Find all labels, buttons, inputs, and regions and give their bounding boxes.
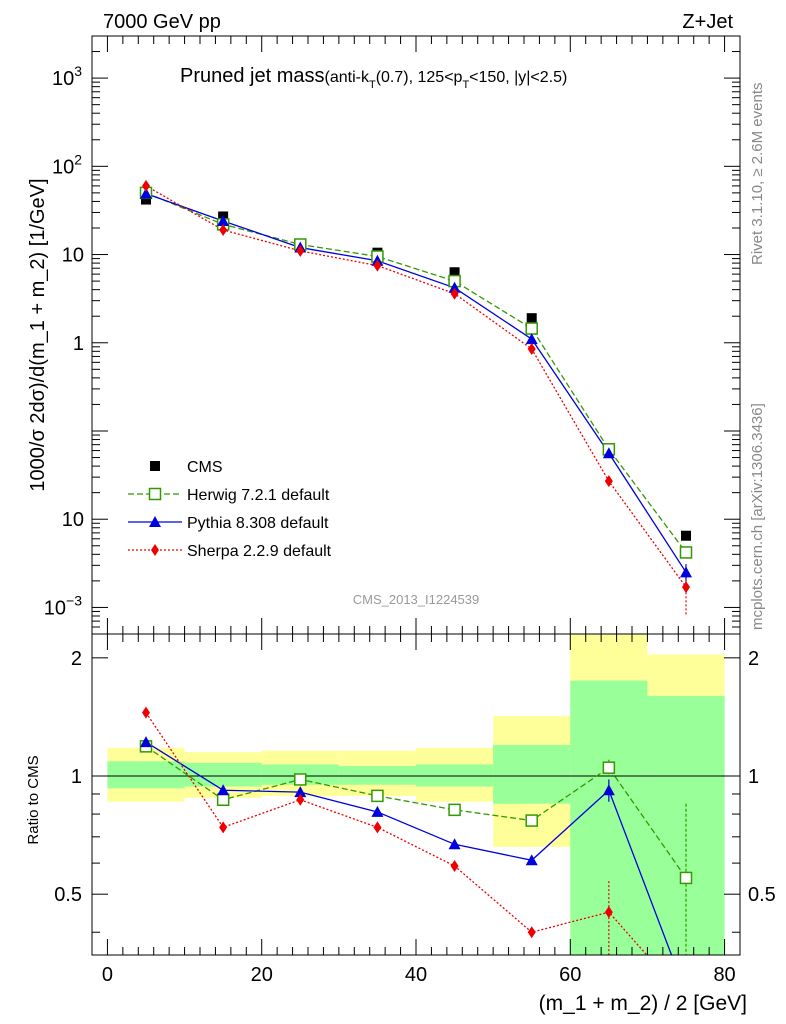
herwig-ratio-line [145,745,687,879]
pythia-ratio-line [145,741,673,955]
y-tick-label: 10 [62,509,84,531]
side-label-top: Rivet 3.1.10, ≥ 2.6M events [749,83,766,266]
sherpa-point [296,793,305,806]
uncertainty-band-inner [338,766,416,785]
sherpa-point [604,906,613,919]
side-label-bottom: mcplots.cern.ch [arXiv:1306.3436] [749,403,766,630]
pythia-line [145,193,687,573]
legend-marker-herwig [148,487,162,501]
main-plot-panel: 10−3 10 1 10 102 103 [44,35,741,635]
legend-label-sherpa: Sherpa 2.2.9 default [187,543,332,560]
uncertainty-band-inner [493,744,571,804]
y-tick-label: 102 [52,151,82,178]
legend-label-pythia: Pythia 8.308 default [187,515,329,532]
sherpa-point [373,821,382,834]
pythia-point [217,784,230,796]
cms-data-point [681,530,691,541]
chart-title-sub-5: <150, |y|<2.5) [469,69,567,86]
x-axis-label: (m_1 + m_2) / 2 [GeV] [539,992,747,1015]
legend-label-herwig: Herwig 7.2.1 default [187,487,330,504]
sherpa-point [604,475,613,488]
sherpa-point [450,859,459,872]
ratio-y-axis-label: Ratio to CMS [25,755,42,844]
herwig-point [602,761,616,774]
sherpa-line [145,185,687,588]
chart-title-main: Pruned jet mass [180,65,325,87]
legend-marker-sherpa [151,544,159,556]
ratio-y-tick-label-left: 1 [71,766,82,788]
y-tick-label: 103 [52,63,82,90]
pythia-point [140,736,152,748]
herwig-line [145,192,687,553]
sherpa-point [219,821,228,834]
ratio-y-tick-label-right: 0.5 [748,884,776,906]
pythia-point [371,805,384,817]
legend-label-cms: CMS [187,459,223,476]
pythia-point [217,214,230,226]
sherpa-point [373,259,382,272]
herwig-point [216,793,230,807]
herwig-point [525,322,538,335]
cms-data-point [526,313,537,324]
x-tick-label: 0 [102,964,113,986]
uncertainty-band-inner [107,761,185,789]
x-tick-label: 20 [251,964,273,986]
ratio-y-tick-label-right: 1 [748,766,759,788]
cms-data-point [449,267,460,278]
legend-marker-pythia [149,516,161,527]
chart-title-sub-2: T [369,79,376,91]
pythia-point [294,786,307,798]
herwig-point [371,789,384,803]
y-tick-label: 1 [73,333,84,355]
herwig-point [294,773,307,786]
header-left: 7000 GeV pp [103,11,221,33]
sherpa-point [142,179,150,192]
pythia-point [448,838,461,850]
ratio-y-tick-label-left: 0.5 [54,884,82,906]
x-tick-label: 40 [405,964,427,986]
pythia-point [525,333,538,345]
pythia-point [680,566,692,578]
x-tick-label: 60 [559,964,581,986]
sherpa-point [682,581,690,594]
sherpa-point [527,342,536,355]
main-y-axis-label: 1000/σ 2dσ)/d(m_1 + m_2) [1/GeV] [27,178,49,491]
sherpa-point [527,926,536,939]
ratio-plot-panel: 0.5 0.51 12 20 20 40 60 80 [54,633,776,986]
herwig-point [525,814,538,827]
header-right: Z+Jet [682,11,733,33]
sherpa-point [219,223,228,236]
chart-title-sub-1: (anti-k [325,69,370,86]
sherpa-point [450,287,459,300]
uncertainty-band-inner [184,762,262,787]
x-tick-label: 80 [713,964,735,986]
legend: CMS Herwig 7.2.1 default Pythia 8.308 defa… [128,459,332,560]
y-tick-label: 10−3 [44,592,82,619]
herwig-point [679,546,693,559]
chart-title: Pruned jet mass(anti-kT(0.7), 125<pT<150… [180,65,567,91]
legend-marker-cms [150,461,160,471]
pythia-point [602,447,615,459]
pythia-point [602,784,615,796]
pythia-point [525,854,538,866]
y-tick-label: 10 [62,245,84,267]
herwig-point [448,803,461,817]
ratio-y-tick-label-left: 2 [71,648,82,670]
analysis-watermark: CMS_2013_I1224539 [353,592,480,607]
chart-title-sub-3: (0.7), 125<p [376,69,463,86]
pythia-point [448,281,461,293]
pythia-point [140,187,152,199]
chart-title-sub-4: T [462,79,469,91]
sherpa-point [296,244,305,257]
sherpa-ratio-line [145,712,648,955]
sherpa-point [142,706,150,719]
cms-data-point [141,194,151,205]
herwig-point [679,871,693,885]
ratio-y-tick-label-right: 2 [748,648,759,670]
